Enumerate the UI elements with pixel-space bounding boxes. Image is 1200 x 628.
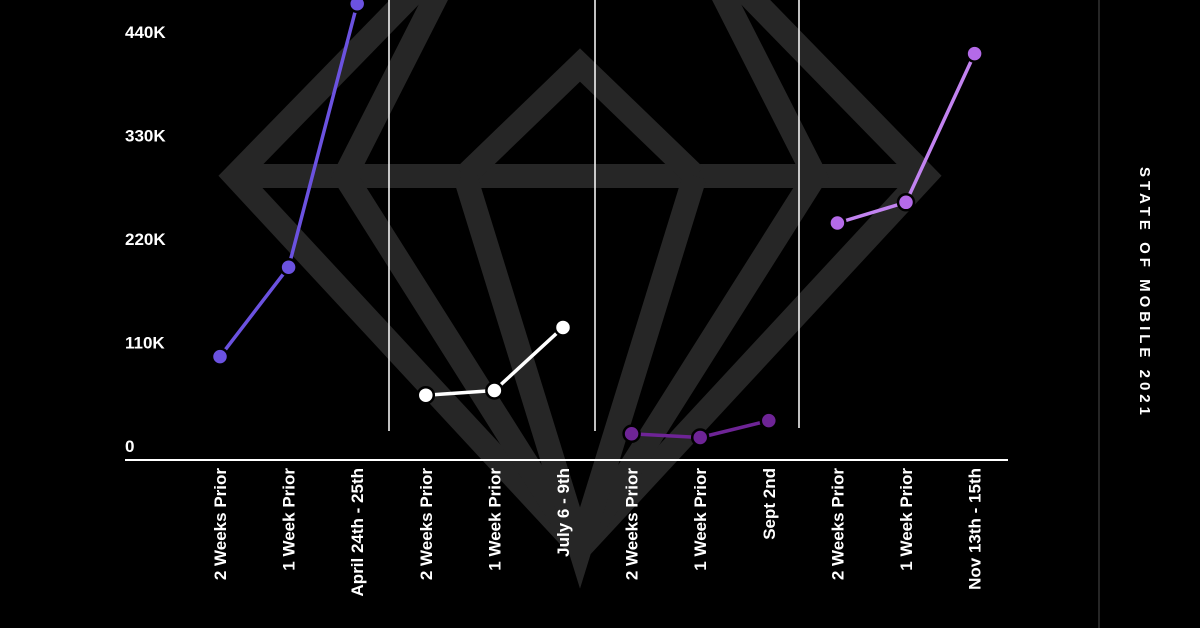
x-tick-label: 1 Week Prior xyxy=(897,468,916,571)
y-axis-ticks: 0 110K 220K 330K 440K xyxy=(125,23,166,456)
y-tick-label: 220K xyxy=(125,230,166,249)
data-point xyxy=(347,0,367,14)
y-tick-label: 0 xyxy=(125,437,134,456)
data-point xyxy=(279,257,298,277)
data-point xyxy=(965,44,984,63)
data-point xyxy=(210,347,230,366)
data-point xyxy=(622,424,641,444)
side-brand-text: STATE OF MOBILE 2021 xyxy=(1136,167,1153,419)
x-axis-ticks: 2 Weeks Prior 1 Week Prior April 24th - 25… xyxy=(211,468,985,597)
y-tick-label: 440K xyxy=(125,23,166,42)
x-tick-label: July 6 - 9th xyxy=(554,468,573,557)
data-point xyxy=(690,428,710,447)
data-point xyxy=(896,193,916,212)
x-tick-label: 1 Week Prior xyxy=(691,468,710,571)
diamond-watermark xyxy=(218,0,942,589)
y-tick-label: 330K xyxy=(125,127,166,146)
x-tick-label: 2 Weeks Prior xyxy=(623,468,642,581)
data-point xyxy=(416,385,436,405)
x-tick-label: 1 Week Prior xyxy=(485,468,504,571)
x-tick-label: April 24th - 25th xyxy=(348,468,367,596)
x-tick-label: 2 Weeks Prior xyxy=(211,468,230,581)
x-tick-label: 2 Weeks Prior xyxy=(828,468,847,581)
data-point xyxy=(828,213,847,233)
x-tick-label: Sept 2nd xyxy=(760,468,779,540)
data-point xyxy=(759,411,779,430)
x-tick-label: 1 Week Prior xyxy=(280,468,299,571)
data-point xyxy=(553,318,573,337)
series-layer xyxy=(210,0,984,447)
data-point xyxy=(485,381,504,400)
y-tick-label: 110K xyxy=(125,334,165,353)
x-tick-label: Nov 13th - 15th xyxy=(966,468,985,590)
x-tick-label: 2 Weeks Prior xyxy=(417,468,436,581)
